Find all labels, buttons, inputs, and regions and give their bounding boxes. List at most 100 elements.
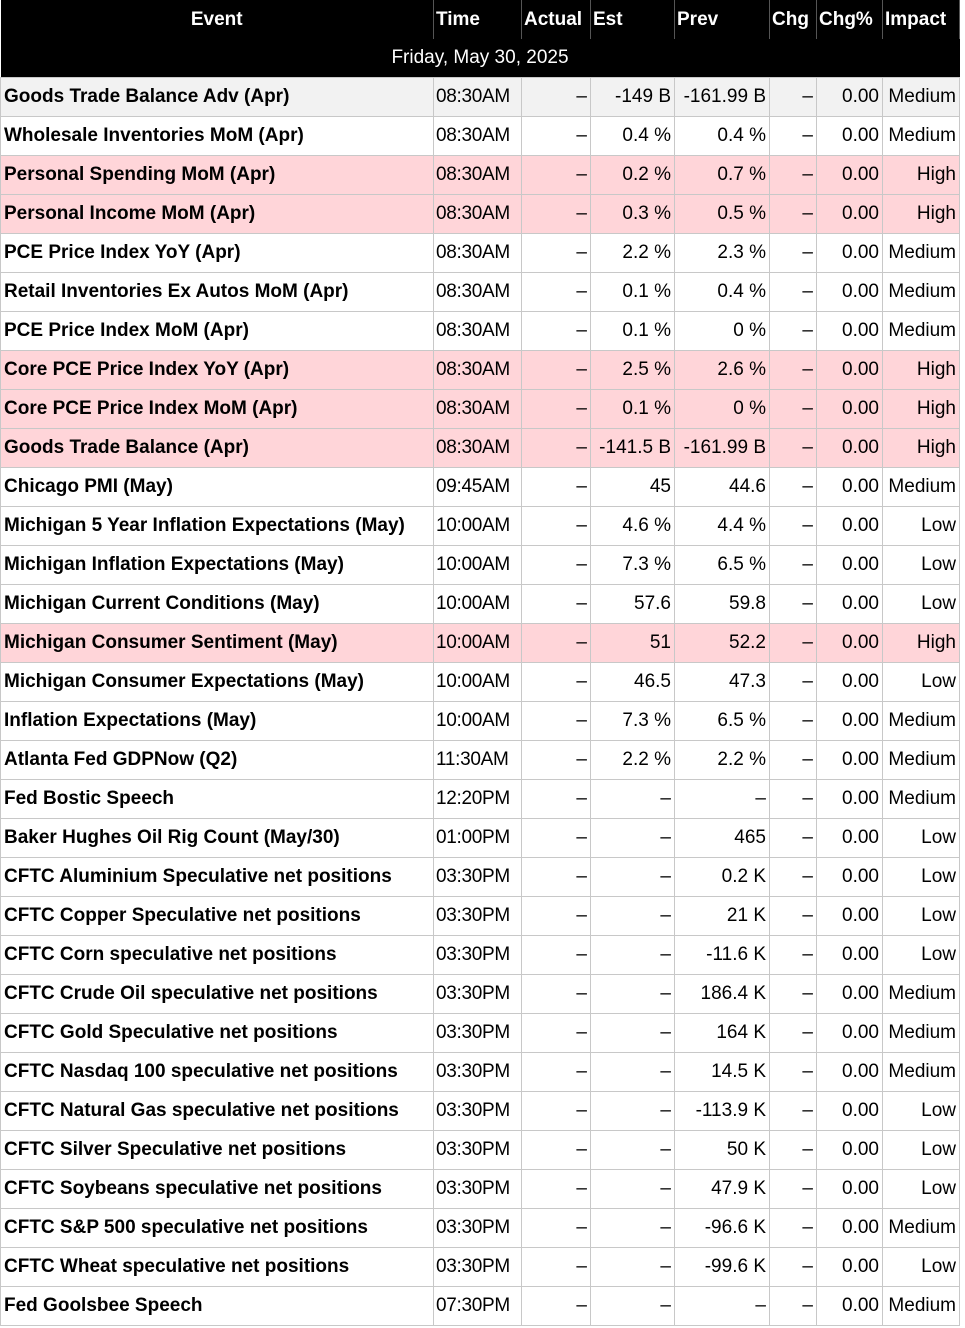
impact-cell: High [882, 623, 960, 663]
prev-cell: – [674, 779, 770, 819]
table-row[interactable]: Goods Trade Balance (Apr) 08:30AM – -141.5 … [0, 428, 960, 468]
impact-cell: Low [882, 662, 960, 702]
actual-cell: – [521, 1091, 591, 1131]
actual-cell: – [521, 155, 591, 195]
prev-cell: -96.6 K [674, 1208, 770, 1248]
chg-pct-cell: 0.00 [816, 233, 883, 273]
est-cell: -141.5 B [590, 428, 675, 468]
est-cell: – [590, 1130, 675, 1170]
table-row[interactable]: Retail Inventories Ex Autos MoM (Apr) 08:… [0, 272, 960, 312]
table-row[interactable]: CFTC Corn speculative net positions 03:30… [0, 935, 960, 975]
actual-cell: – [521, 311, 591, 351]
event-cell: CFTC Corn speculative net positions [0, 935, 434, 975]
prev-cell: 0.2 K [674, 857, 770, 897]
header-prev[interactable]: Prev [674, 0, 770, 39]
table-row[interactable]: Chicago PMI (May) 09:45AM –45 44.6–0.00 Medi… [0, 467, 960, 507]
est-cell: – [590, 779, 675, 819]
actual-cell: – [521, 506, 591, 546]
chg-pct-cell: 0.00 [816, 818, 883, 858]
table-row[interactable]: Personal Spending MoM (Apr) 08:30AM –0.2 %… [0, 155, 960, 195]
actual-cell: – [521, 545, 591, 585]
prev-cell: 2.2 % [674, 740, 770, 780]
table-row[interactable]: Michigan Consumer Sentiment (May) 10:00AM… [0, 623, 960, 663]
impact-cell: Low [882, 584, 960, 624]
table-row[interactable]: Fed Bostic Speech 12:20PM – – – –0.00 Medium [0, 779, 960, 819]
prev-cell: 52.2 [674, 623, 770, 663]
prev-cell: 164 K [674, 1013, 770, 1053]
time-cell: 08:30AM [433, 389, 522, 429]
actual-cell: – [521, 701, 591, 741]
actual-cell: – [521, 740, 591, 780]
prev-cell: 6.5 % [674, 701, 770, 741]
chg-cell: – [769, 545, 817, 585]
table-row[interactable]: Atlanta Fed GDPNow (Q2) 11:30AM –2.2 % 2.2 … [0, 740, 960, 780]
table-row[interactable]: Core PCE Price Index YoY (Apr) 08:30AM –2.… [0, 350, 960, 390]
actual-cell: – [521, 818, 591, 858]
time-cell: 08:30AM [433, 428, 522, 468]
est-cell: 2.2 % [590, 233, 675, 273]
table-row[interactable]: Fed Goolsbee Speech 07:30PM – – – –0.00 Medium [0, 1286, 960, 1326]
impact-cell: Medium [882, 467, 960, 507]
impact-cell: Medium [882, 974, 960, 1014]
chg-pct-cell: 0.00 [816, 155, 883, 195]
table-row[interactable]: CFTC Silver Speculative net positions 03:… [0, 1130, 960, 1170]
header-time[interactable]: Time [433, 0, 522, 39]
table-row[interactable]: CFTC Soybeans speculative net positions 0… [0, 1169, 960, 1209]
chg-pct-cell: 0.00 [816, 1286, 883, 1326]
table-row[interactable]: CFTC Crude Oil speculative net positions… [0, 974, 960, 1014]
actual-cell: – [521, 1169, 591, 1209]
header-impact[interactable]: Impact [882, 0, 960, 39]
est-cell: 0.1 % [590, 389, 675, 429]
table-row[interactable]: CFTC S&P 500 speculative net positions 03… [0, 1208, 960, 1248]
table-row[interactable]: CFTC Copper Speculative net positions 03:… [0, 896, 960, 936]
table-row[interactable]: Inflation Expectations (May) 10:00AM –7.3 … [0, 701, 960, 741]
table-row[interactable]: Baker Hughes Oil Rig Count (May/30) 01:00… [0, 818, 960, 858]
table-row[interactable]: CFTC Wheat speculative net positions 03:3… [0, 1247, 960, 1287]
prev-cell: 2.3 % [674, 233, 770, 273]
table-row[interactable]: Personal Income MoM (Apr) 08:30AM –0.3 % 0.… [0, 194, 960, 234]
est-cell: 45 [590, 467, 675, 507]
chg-cell: – [769, 467, 817, 507]
event-cell: Personal Spending MoM (Apr) [0, 155, 434, 195]
actual-cell: – [521, 857, 591, 897]
event-cell: Chicago PMI (May) [0, 467, 434, 507]
time-cell: 01:00PM [433, 818, 522, 858]
event-cell: Atlanta Fed GDPNow (Q2) [0, 740, 434, 780]
event-cell: CFTC Crude Oil speculative net positions [0, 974, 434, 1014]
header-event[interactable]: Event [0, 0, 434, 39]
table-row[interactable]: Michigan 5 Year Inflation Expectations (… [0, 506, 960, 546]
table-row[interactable]: Michigan Current Conditions (May) 10:00AM… [0, 584, 960, 624]
table-row[interactable]: CFTC Nasdaq 100 speculative net position… [0, 1052, 960, 1092]
prev-cell: 0.7 % [674, 155, 770, 195]
chg-pct-cell: 0.00 [816, 272, 883, 312]
header-est[interactable]: Est [590, 0, 675, 39]
prev-cell: 465 [674, 818, 770, 858]
table-row[interactable]: Core PCE Price Index MoM (Apr) 08:30AM –0.… [0, 389, 960, 429]
chg-pct-cell: 0.00 [816, 584, 883, 624]
table-row[interactable]: CFTC Natural Gas speculative net positio… [0, 1091, 960, 1131]
table-row[interactable]: PCE Price Index YoY (Apr) 08:30AM –2.2 % 2.… [0, 233, 960, 273]
chg-cell: – [769, 896, 817, 936]
table-row[interactable]: PCE Price Index MoM (Apr) 08:30AM –0.1 % 0 … [0, 311, 960, 351]
table-row[interactable]: CFTC Gold Speculative net positions 03:30… [0, 1013, 960, 1053]
header-actual[interactable]: Actual [521, 0, 591, 39]
impact-cell: Medium [882, 311, 960, 351]
table-row[interactable]: Goods Trade Balance Adv (Apr) 08:30AM – -14… [0, 77, 960, 117]
est-cell: – [590, 857, 675, 897]
table-row[interactable]: Michigan Consumer Expectations (May) 10:0… [0, 662, 960, 702]
table-body: Friday, May 30, 2025 Goods Trade Balance… [0, 39, 960, 1326]
chg-pct-cell: 0.00 [816, 740, 883, 780]
chg-pct-cell: 0.00 [816, 389, 883, 429]
header-chg[interactable]: Chg [769, 0, 817, 39]
table-row[interactable]: Wholesale Inventories MoM (Apr) 08:30AM –0… [0, 116, 960, 156]
header-chg-pct[interactable]: Chg% [816, 0, 883, 39]
est-cell: 51 [590, 623, 675, 663]
time-cell: 03:30PM [433, 1091, 522, 1131]
event-cell: Fed Goolsbee Speech [0, 1286, 434, 1326]
table-row[interactable]: Michigan Inflation Expectations (May) 10:… [0, 545, 960, 585]
event-cell: Michigan 5 Year Inflation Expectations (… [0, 506, 434, 546]
chg-cell: – [769, 935, 817, 975]
table-row[interactable]: CFTC Aluminium Speculative net positions… [0, 857, 960, 897]
actual-cell: – [521, 1286, 591, 1326]
